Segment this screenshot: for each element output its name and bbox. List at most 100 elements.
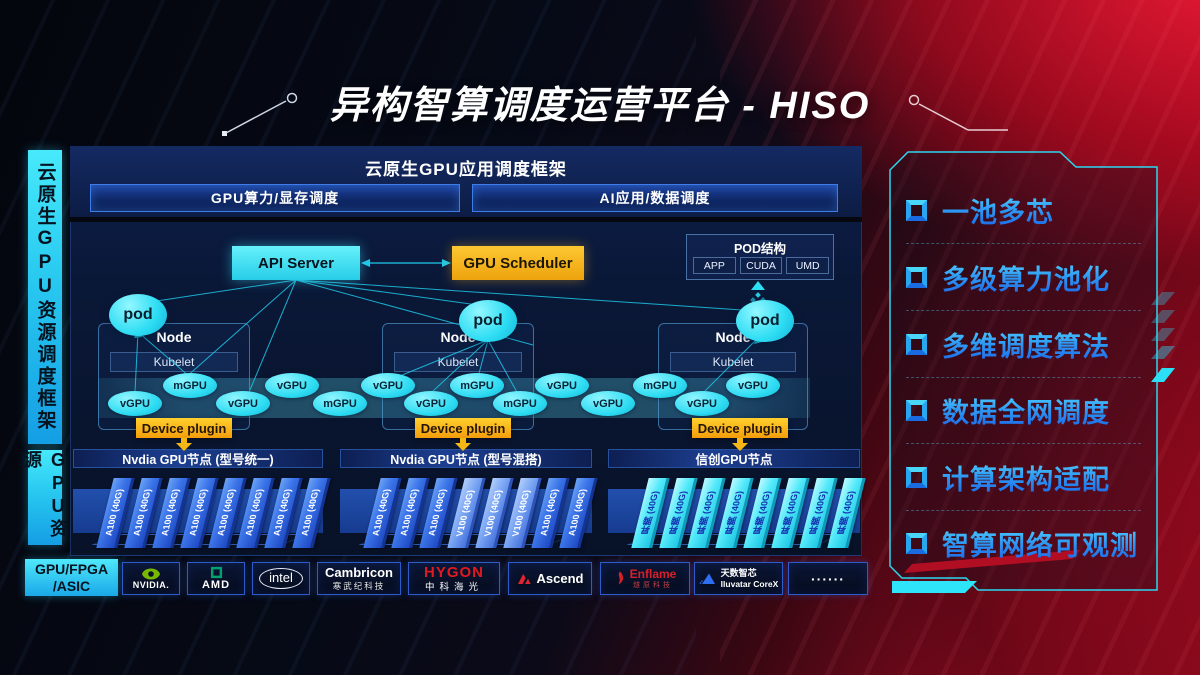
gpu-node-title-1: Nvdia GPU节点 (型号统一) [73, 449, 323, 468]
vendor-nvidia-label: NVIDIA. [132, 579, 170, 590]
mgpu-ellipse: mGPU [450, 373, 504, 398]
hardware-label-line1: GPU/FPGA [34, 561, 109, 578]
feature-separator [906, 377, 1141, 378]
vgpu-ellipse: vGPU [108, 391, 162, 416]
vendor-hygon: HYGON 中科海光 [408, 562, 500, 595]
feature-label: 智算网络可观测 [942, 524, 1138, 563]
mgpu-ellipse: mGPU [163, 373, 217, 398]
sidebar-label-hardware-layer: GPU/FPGA /ASIC [25, 559, 118, 596]
vgpu-ellipse: vGPU [535, 373, 589, 398]
vendor-iluvatar: 天数智芯 Iluvatar CoreX [694, 562, 783, 595]
cyan-bar-decoration [892, 581, 977, 593]
feature-item-5: 计算架构适配 [906, 461, 1110, 495]
checkbox-bullet-icon [906, 532, 927, 554]
device-plugin-arrow-icon [455, 443, 471, 451]
feature-separator [906, 443, 1141, 444]
vendor-nvidia: NVIDIA. [122, 562, 180, 595]
feature-label: 数据全网调度 [942, 391, 1110, 430]
vgpu-ellipse: vGPU [726, 373, 780, 398]
feature-item-1: 一池多芯 [906, 194, 1054, 228]
feature-separator [906, 310, 1141, 311]
device-plugin-arrow-icon [460, 438, 466, 443]
device-plugin-3: Device plugin [692, 418, 788, 438]
title-circuit-decoration [222, 92, 1008, 136]
vendor-amd: AMD [187, 562, 245, 595]
pod-structure-chips: APP CUDA UMD [693, 257, 830, 274]
checkbox-bullet-icon [906, 333, 927, 355]
vendor-hygon-sublabel: 中科海光 [424, 581, 483, 593]
feature-item-4: 数据全网调度 [906, 394, 1110, 428]
vendor-enflame-sublabel: 燧原科技 [633, 582, 673, 589]
feature-item-3: 多维调度算法 [906, 328, 1110, 362]
device-plugin-2: Device plugin [415, 418, 511, 438]
feature-item-6: 智算网络可观测 [906, 527, 1138, 561]
vgpu-ellipse: vGPU [404, 391, 458, 416]
vendor-enflame-label: Enflame [629, 567, 677, 581]
ai-app-data-scheduling-button[interactable]: AI应用/数据调度 [472, 184, 838, 212]
sidebar-label-cloud-native-gpu-framework: 云原生GPU资源调度框架 [28, 150, 62, 444]
device-plugin-arrow-icon [732, 443, 748, 451]
feature-separator [906, 510, 1141, 511]
vendor-hygon-label: HYGON [423, 563, 484, 581]
feature-label: 一池多芯 [942, 191, 1054, 230]
vendor-more-label: ······ [811, 570, 845, 587]
mgpu-ellipse: mGPU [313, 391, 367, 416]
gpu-compute-memory-scheduling-button[interactable]: GPU算力/显存调度 [90, 184, 460, 212]
vgpu-ellipse: vGPU [265, 373, 319, 398]
page-title: 异构智算调度运营平台 - HISO [329, 85, 871, 127]
checkbox-bullet-icon [906, 266, 927, 288]
kubelet-bar-1: Kubelet [110, 352, 238, 372]
vendor-iluvatar-label: 天数智芯 [720, 567, 757, 578]
ascend-logo-icon [517, 574, 531, 584]
vgpu-ellipse: vGPU [581, 391, 635, 416]
device-plugin-arrow-icon [181, 438, 187, 443]
device-plugin-1: Device plugin [136, 418, 232, 438]
node-label-1: Node [156, 329, 192, 345]
enflame-logo-icon [618, 571, 623, 585]
pod-bubble-1: pod [109, 294, 167, 336]
pod-bubble-3: pod [736, 300, 794, 342]
feature-label: 多维调度算法 [942, 325, 1110, 364]
vgpu-ellipse: vGPU [361, 373, 415, 398]
vendor-more: ······ [788, 562, 868, 595]
feature-separator [906, 243, 1141, 244]
pod-chip-app: APP [693, 257, 736, 274]
feature-panel-frame [889, 151, 1175, 593]
api-server-box: API Server [232, 246, 360, 280]
sidebar-label-gpu-resource: GPU资源 [22, 450, 68, 545]
vendor-intel: intel [252, 562, 310, 595]
vendor-enflame: Enflame 燧原科技 [600, 562, 690, 595]
vendor-intel-label: intel [269, 570, 293, 585]
hardware-label-line2: /ASIC [52, 577, 91, 594]
device-plugin-arrow-icon [737, 438, 743, 443]
mgpu-ellipse: mGPU [633, 373, 687, 398]
feature-label: 多级算力池化 [942, 258, 1110, 297]
amd-logo-icon [210, 566, 222, 579]
vendor-amd-label: AMD [201, 579, 231, 591]
checkbox-bullet-icon [906, 399, 927, 421]
vendor-ascend-label: Ascend [536, 571, 584, 586]
feature-item-2: 多级算力池化 [906, 261, 1110, 295]
gpu-node-title-2: Nvdia GPU节点 (型号混搭) [340, 449, 592, 468]
checkbox-bullet-icon [906, 466, 927, 488]
vendor-ascend: Ascend [508, 562, 592, 595]
vendor-cambricon-sublabel: 寒武纪科技 [332, 581, 386, 592]
nvidia-logo-icon [141, 568, 160, 579]
vendor-iluvatar-sublabel: Iluvatar CoreX [720, 578, 779, 589]
mgpu-ellipse: mGPU [493, 391, 547, 416]
feature-label: 计算架构适配 [942, 458, 1110, 497]
kubelet-bar-3: Kubelet [670, 352, 796, 372]
hazard-slash-icons [1151, 292, 1175, 382]
pod-structure-title: POD结构 [733, 242, 787, 256]
iluvatar-logo-icon [699, 573, 715, 584]
gpu-scheduler-box: GPU Scheduler [452, 246, 584, 280]
device-plugin-arrow-icon [176, 443, 192, 451]
intel-logo: intel [259, 568, 303, 589]
vendor-cambricon: Cambricon 寒武纪科技 [317, 562, 401, 595]
pod-chip-umd: UMD [786, 257, 830, 274]
red-streak-decoration [904, 550, 1080, 573]
vendor-cambricon-label: Cambricon [325, 565, 393, 581]
pod-chip-cuda: CUDA [739, 257, 783, 274]
pod-bubble-2: pod [459, 300, 517, 342]
